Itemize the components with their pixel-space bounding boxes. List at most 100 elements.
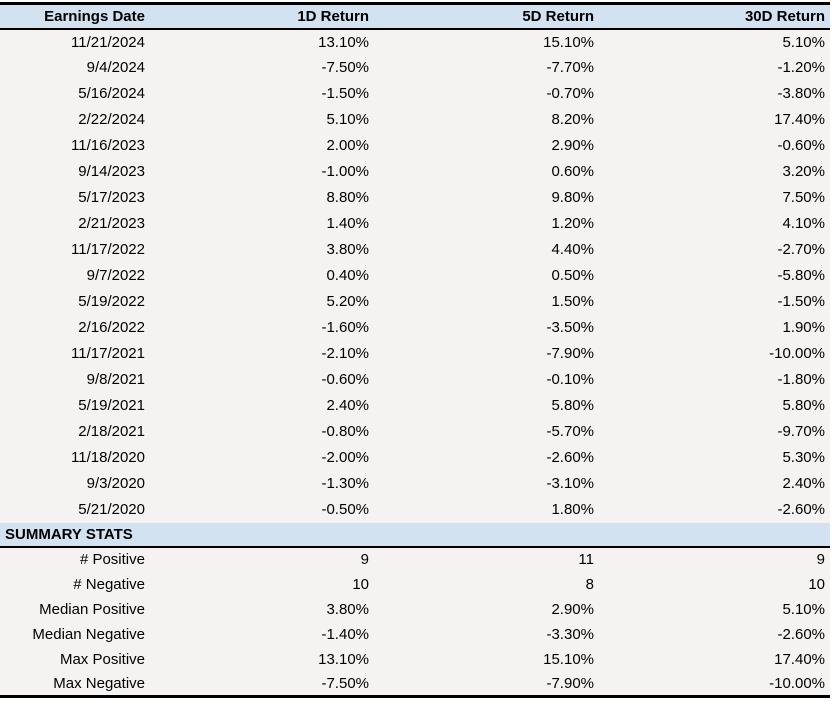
summary-stat-label-cell: Median Negative (32, 625, 145, 643)
summary-row: Max Negative -7.50% -7.90% -10.00% (0, 672, 830, 697)
earnings-date-cell: 5/16/2024 (78, 85, 145, 102)
return-value-cell: 3.80% (326, 600, 369, 618)
return-value-cell: 13.10% (318, 33, 369, 51)
return-value-cell: -7.70% (546, 59, 594, 76)
table-row: 9/7/2022 0.40% 0.50% -5.80% (0, 263, 830, 289)
return-value-cell: 1.50% (551, 293, 594, 310)
summary-section-title: SUMMARY STATS (0, 522, 830, 548)
return-value-cell: 5.10% (782, 33, 825, 51)
return-value-cell: -1.80% (777, 371, 825, 388)
summary-stat-label-cell: Max Negative (53, 674, 145, 692)
return-value-cell: -1.50% (321, 85, 369, 102)
return-value-cell: 13.10% (318, 650, 369, 668)
earnings-date-cell: 2/22/2024 (78, 111, 145, 128)
return-value-cell: -2.70% (777, 241, 825, 258)
return-value-cell: 3.20% (782, 163, 825, 180)
earnings-date-cell: 9/3/2020 (86, 475, 145, 492)
return-value-cell: 8.80% (326, 189, 369, 206)
return-value-cell: -10.00% (769, 345, 825, 362)
return-value-cell: -2.60% (777, 501, 825, 518)
earnings-date-cell: 2/21/2023 (78, 215, 145, 232)
return-value-cell: 8 (585, 575, 594, 593)
table-row: 5/21/2020 -0.50% 1.80% -2.60% (0, 497, 830, 523)
return-value-cell: -5.80% (777, 267, 825, 284)
return-value-cell: -7.90% (546, 674, 594, 692)
return-value-cell: 0.40% (326, 267, 369, 284)
return-value-cell: 10 (352, 575, 369, 593)
column-header-1d-return: 1D Return (150, 3, 374, 30)
return-value-cell: -0.60% (321, 371, 369, 388)
earnings-date-cell: 11/17/2021 (71, 345, 145, 362)
return-value-cell: -2.00% (321, 449, 369, 466)
table-row: 2/18/2021 -0.80% -5.70% -9.70% (0, 419, 830, 445)
return-value-cell: 2.90% (551, 600, 594, 618)
return-value-cell: 2.90% (551, 137, 594, 154)
summary-row: Median Positive 3.80% 2.90% 5.10% (0, 597, 830, 622)
return-value-cell: 17.40% (774, 111, 825, 128)
return-value-cell: 15.10% (543, 33, 594, 51)
earnings-date-cell: 9/14/2023 (78, 163, 145, 180)
earnings-date-cell: 9/7/2022 (86, 267, 145, 284)
summary-row: Median Negative -1.40% -3.30% -2.60% (0, 622, 830, 647)
summary-stats-section: # Positive 9 11 9 # Negative 10 8 10 Median Posi… (0, 547, 830, 697)
table-row: 9/14/2023 -1.00% 0.60% 3.20% (0, 159, 830, 185)
return-value-cell: -2.60% (546, 449, 594, 466)
return-value-cell: 2.40% (782, 475, 825, 492)
return-value-cell: 8.20% (551, 111, 594, 128)
return-value-cell: -5.70% (546, 423, 594, 440)
table-row: 5/16/2024 -1.50% -0.70% -3.80% (0, 81, 830, 107)
column-header-5d-return: 5D Return (374, 3, 599, 30)
return-value-cell: 15.10% (543, 650, 594, 668)
return-value-cell: 5.80% (782, 397, 825, 414)
return-value-cell: 9.80% (551, 189, 594, 206)
table-row: 9/4/2024 -7.50% -7.70% -1.20% (0, 55, 830, 81)
return-value-cell: 5.30% (782, 449, 825, 466)
table-row: 2/16/2022 -1.60% -3.50% 1.90% (0, 315, 830, 341)
table-row: 5/19/2022 5.20% 1.50% -1.50% (0, 289, 830, 315)
return-value-cell: 17.40% (774, 650, 825, 668)
summary-row: # Positive 9 11 9 (0, 547, 830, 572)
return-value-cell: -0.10% (546, 371, 594, 388)
earnings-date-cell: 9/4/2024 (86, 59, 145, 76)
return-value-cell: -1.30% (321, 475, 369, 492)
earnings-date-cell: 9/8/2021 (86, 371, 145, 388)
table-row: 11/16/2023 2.00% 2.90% -0.60% (0, 133, 830, 159)
table-row: 11/18/2020 -2.00% -2.60% 5.30% (0, 445, 830, 471)
return-value-cell: 0.60% (551, 163, 594, 180)
return-value-cell: -1.60% (321, 319, 369, 336)
return-value-cell: -2.60% (777, 625, 825, 643)
earnings-date-cell: 11/16/2023 (71, 137, 145, 154)
earnings-date-cell: 5/21/2020 (78, 501, 145, 518)
table-row: 9/3/2020 -1.30% -3.10% 2.40% (0, 471, 830, 497)
return-value-cell: 5.20% (326, 293, 369, 310)
return-value-cell: -7.50% (321, 674, 369, 692)
return-value-cell: -1.50% (777, 293, 825, 310)
earnings-date-cell: 2/18/2021 (78, 423, 145, 440)
table-row: 9/8/2021 -0.60% -0.10% -1.80% (0, 367, 830, 393)
column-header-earnings-date: Earnings Date (0, 3, 150, 30)
earnings-date-cell: 11/18/2020 (71, 449, 145, 466)
return-value-cell: 9 (360, 551, 369, 568)
return-value-cell: 11 (578, 551, 594, 568)
table-row: 2/22/2024 5.10% 8.20% 17.40% (0, 107, 830, 133)
return-value-cell: 7.50% (782, 189, 825, 206)
return-value-cell: -0.70% (546, 85, 594, 102)
return-value-cell: -3.50% (546, 319, 594, 336)
return-value-cell: -3.80% (777, 85, 825, 102)
return-value-cell: 5.80% (551, 397, 594, 414)
column-header-30d-return: 30D Return (599, 3, 830, 30)
table-row: 11/17/2022 3.80% 4.40% -2.70% (0, 237, 830, 263)
earnings-date-cell: 5/17/2023 (78, 189, 145, 206)
return-value-cell: 1.20% (551, 215, 594, 232)
summary-row: # Negative 10 8 10 (0, 572, 830, 597)
earnings-rows-section: 11/21/2024 13.10% 15.10% 5.10% 9/4/2024 -7.50… (0, 29, 830, 523)
return-value-cell: -1.00% (321, 163, 369, 180)
return-value-cell: -9.70% (777, 423, 825, 440)
summary-stat-label-cell: Median Positive (39, 600, 145, 618)
summary-stat-label-cell: Max Positive (59, 650, 145, 668)
earnings-date-cell: 5/19/2022 (78, 293, 145, 310)
table-row: 5/17/2023 8.80% 9.80% 7.50% (0, 185, 830, 211)
table-row: 11/21/2024 13.10% 15.10% 5.10% (0, 29, 830, 55)
return-value-cell: 0.50% (551, 267, 594, 284)
